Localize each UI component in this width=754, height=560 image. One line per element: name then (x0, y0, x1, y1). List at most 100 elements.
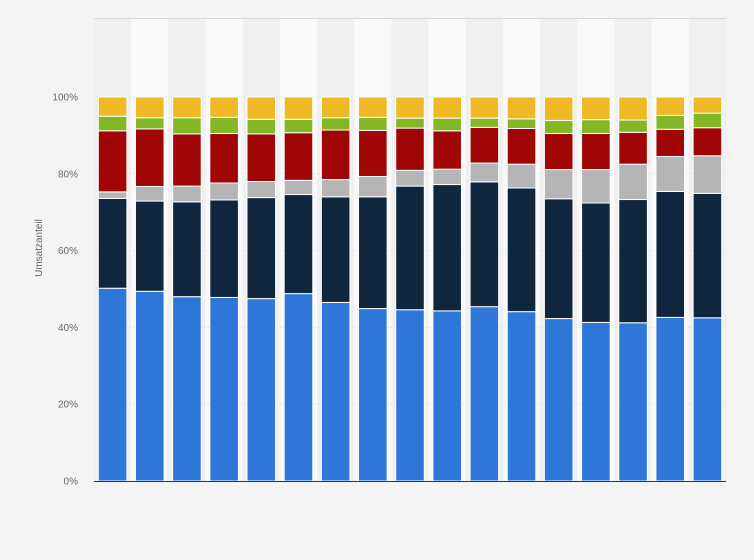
bar-segment-series-6[interactable] (246, 96, 277, 120)
bar-segment-series-1[interactable] (246, 298, 277, 482)
bar-segment-series-2[interactable] (320, 196, 351, 303)
bar-segment-series-1[interactable] (320, 301, 351, 482)
bar-segment-series-6[interactable] (320, 96, 351, 119)
bar-segment-series-2[interactable] (618, 199, 648, 324)
bar-segment-series-3[interactable] (358, 175, 388, 198)
bar-segment-series-1[interactable] (692, 317, 723, 482)
bar-segment-series-1[interactable] (209, 296, 239, 482)
bar-segment-series-3[interactable] (97, 191, 128, 199)
bar-segment-series-4[interactable] (506, 127, 537, 165)
bar-segment-series-6[interactable] (358, 96, 388, 118)
bar-segment-series-1[interactable] (172, 296, 202, 482)
bar-segment-series-6[interactable] (655, 96, 686, 116)
bar-segment-series-5[interactable] (395, 117, 425, 129)
bar-segment-series-3[interactable] (618, 163, 648, 201)
bar-segment-series-5[interactable] (655, 114, 686, 130)
bar-segment-series-1[interactable] (432, 310, 462, 482)
bar-segment-series-5[interactable] (506, 118, 537, 129)
bar-segment-series-4[interactable] (246, 133, 277, 182)
bar-segment-series-4[interactable] (134, 128, 165, 187)
bar-segment-series-3[interactable] (246, 180, 277, 199)
bar-segment-series-3[interactable] (172, 185, 202, 203)
bar-segment-series-4[interactable] (283, 132, 314, 181)
bar-segment-series-2[interactable] (581, 202, 611, 323)
bar-segment-series-1[interactable] (283, 293, 314, 482)
bar-segment-series-6[interactable] (543, 96, 574, 121)
bar-segment-series-5[interactable] (469, 117, 500, 128)
bar-segment-series-2[interactable] (246, 197, 277, 300)
bar-segment-series-4[interactable] (432, 130, 462, 170)
bar-segment-series-6[interactable] (432, 96, 462, 119)
bar-segment-series-4[interactable] (618, 131, 648, 165)
bar-segment-series-1[interactable] (581, 321, 611, 482)
bar-segment-series-3[interactable] (209, 182, 239, 201)
bar-segment-series-3[interactable] (506, 163, 537, 189)
bar-segment-series-2[interactable] (209, 199, 239, 298)
bar-segment-series-5[interactable] (209, 116, 239, 134)
bar-segment-series-4[interactable] (543, 132, 574, 171)
bar-segment-series-5[interactable] (172, 117, 202, 135)
bar-segment-series-2[interactable] (172, 201, 202, 298)
bar-segment-series-1[interactable] (469, 306, 500, 482)
bar-segment-series-6[interactable] (469, 96, 500, 119)
bar-segment-series-5[interactable] (134, 117, 165, 130)
bar-segment-series-5[interactable] (97, 115, 128, 132)
bar-segment-series-4[interactable] (172, 133, 202, 187)
bar-segment-series-2[interactable] (395, 185, 425, 311)
bar-segment-series-1[interactable] (134, 290, 165, 482)
bar-segment-series-5[interactable] (358, 116, 388, 131)
bar-segment-series-1[interactable] (395, 309, 425, 482)
bar-segment-series-3[interactable] (432, 168, 462, 186)
bar-segment-series-4[interactable] (209, 132, 239, 184)
bar-segment-series-5[interactable] (246, 118, 277, 135)
bar-segment-series-1[interactable] (97, 287, 128, 482)
bar-segment-series-2[interactable] (543, 198, 574, 320)
bar-segment-series-6[interactable] (283, 96, 314, 120)
bar-segment-series-2[interactable] (283, 194, 314, 295)
bar-segment-series-6[interactable] (134, 96, 165, 119)
bar-segment-series-4[interactable] (581, 132, 611, 171)
bar-segment-series-3[interactable] (395, 169, 425, 187)
bar-segment-series-3[interactable] (543, 169, 574, 200)
bar-segment-series-5[interactable] (432, 117, 462, 132)
bar-segment-series-2[interactable] (432, 184, 462, 312)
bar-segment-series-2[interactable] (692, 192, 723, 319)
bar-segment-series-3[interactable] (283, 179, 314, 196)
bar-segment-series-5[interactable] (283, 118, 314, 134)
bar-segment-series-1[interactable] (543, 318, 574, 482)
bar-segment-series-6[interactable] (395, 96, 425, 119)
bar-segment-series-6[interactable] (506, 96, 537, 120)
bar-segment-series-4[interactable] (469, 126, 500, 164)
bar-segment-series-4[interactable] (320, 129, 351, 181)
bar-segment-series-3[interactable] (469, 162, 500, 183)
bar-segment-series-6[interactable] (209, 96, 239, 118)
bar-segment-series-2[interactable] (97, 197, 128, 289)
bar-segment-series-5[interactable] (581, 119, 611, 134)
bar-segment-series-2[interactable] (469, 181, 500, 308)
bar-segment-series-4[interactable] (692, 127, 723, 157)
bar-segment-series-4[interactable] (655, 128, 686, 158)
bar-segment-series-3[interactable] (655, 156, 686, 192)
bar-segment-series-1[interactable] (358, 308, 388, 482)
bar-segment-series-6[interactable] (692, 96, 723, 114)
bar-segment-series-3[interactable] (134, 185, 165, 202)
bar-segment-series-5[interactable] (320, 117, 351, 131)
bar-segment-series-5[interactable] (692, 112, 723, 129)
bar-segment-series-5[interactable] (618, 119, 648, 133)
bar-segment-series-3[interactable] (692, 155, 723, 194)
bar-segment-series-3[interactable] (581, 169, 611, 204)
bar-segment-series-6[interactable] (581, 96, 611, 121)
bar-segment-series-4[interactable] (97, 130, 128, 193)
bar-segment-series-1[interactable] (506, 311, 537, 482)
bar-segment-series-3[interactable] (320, 179, 351, 198)
bar-segment-series-6[interactable] (172, 96, 202, 119)
bar-segment-series-2[interactable] (655, 190, 686, 318)
bar-segment-series-2[interactable] (134, 200, 165, 292)
bar-segment-series-2[interactable] (506, 187, 537, 313)
bar-segment-series-5[interactable] (543, 119, 574, 134)
bar-segment-series-1[interactable] (655, 316, 686, 482)
bar-segment-series-6[interactable] (97, 96, 128, 117)
bar-segment-series-2[interactable] (358, 196, 388, 310)
bar-segment-series-1[interactable] (618, 322, 648, 482)
bar-segment-series-4[interactable] (358, 129, 388, 177)
